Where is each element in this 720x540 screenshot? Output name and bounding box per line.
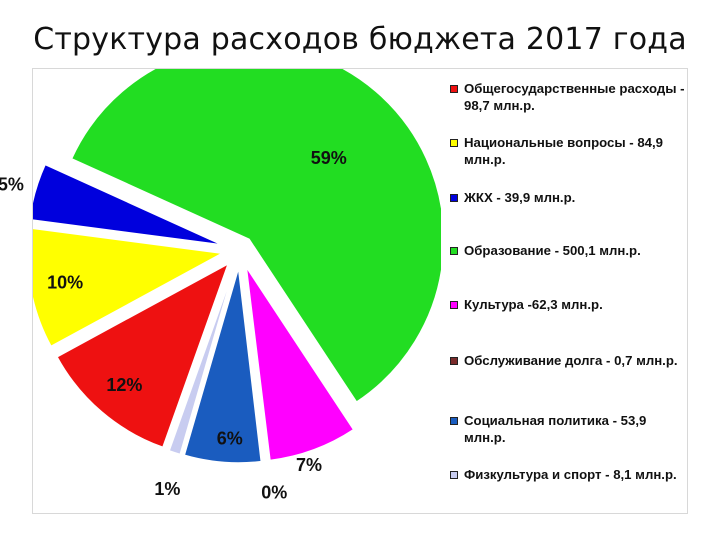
slice-культура [245,266,355,462]
data-label: 59% [311,148,347,168]
page-title: Структура расходов бюджета 2017 года [33,22,687,57]
data-label: 1% [154,479,180,499]
legend-swatch [450,139,458,147]
data-label: 6% [217,429,243,449]
legend-swatch [450,357,458,365]
legend-swatch [450,471,458,479]
slice-национальные-вопросы [33,227,225,348]
legend-label: Образование - 500,1 млн.р. [464,243,641,258]
legend-label: Культура -62,3 млн.р. [464,297,603,312]
legend-label: Обслуживание долга - 0,7 млн.р. [464,353,678,368]
slice-образование [70,69,441,404]
legend-swatch [450,85,458,93]
legend-label: Социальная политика - 53,9 млн.р. [464,413,647,445]
data-label: 7% [296,455,322,475]
slice-обслуживание-долга [241,267,267,463]
data-label: 12% [106,375,142,395]
legend-label: Национальные вопросы - 84,9 млн.р. [464,135,664,167]
legend-label: Общегосударственные расходы - 98,7 млн.р… [464,81,685,113]
chart-legend: Общегосударственные расходы - 98,7 млн.р… [444,72,685,512]
legend-swatch [450,194,458,202]
data-label: 5% [0,174,24,194]
legend-label: Физкультура и спорт - 8,1 млн.р. [464,467,677,482]
legend-swatch [450,247,458,255]
slice-общегосударственные-расходы [55,262,230,449]
legend-label: ЖКХ - 39,9 млн.р. [464,190,576,205]
slice-физкультура-и-спорт [168,266,236,456]
slice-социальная-политика [183,267,263,464]
legend-swatch [450,301,458,309]
slice-жкх [33,163,224,246]
data-label: 10% [47,272,83,292]
legend-swatch [450,417,458,425]
data-label: 0% [261,483,287,503]
